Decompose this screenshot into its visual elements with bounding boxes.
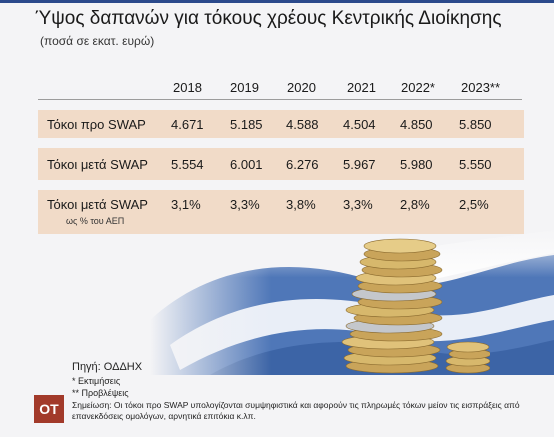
row-label: Τόκοι μετά SWAP — [47, 197, 148, 212]
row-label: Τόκοι μετά SWAP — [47, 157, 148, 172]
ot-logo: ΟΤ — [34, 395, 64, 423]
row-label: Τόκοι προ SWAP — [47, 117, 146, 132]
logo-text: ΟΤ — [39, 401, 59, 417]
table-cell: 3,8% — [286, 197, 316, 212]
table-cell: 5.554 — [171, 157, 204, 172]
page-subtitle: (ποσά σε εκατ. ευρώ) — [40, 34, 155, 48]
table-cell: 5.185 — [230, 117, 263, 132]
table-cell: 6.001 — [230, 157, 263, 172]
table-cell: 5.967 — [343, 157, 376, 172]
table-cell: 5.550 — [459, 157, 492, 172]
table-cell: 5.850 — [459, 117, 492, 132]
table-row-band — [38, 190, 524, 234]
column-header: 2022* — [401, 80, 435, 95]
row-label-note: ως % του ΑΕΠ — [66, 216, 125, 226]
table-cell: 3,3% — [230, 197, 260, 212]
table-cell: 2,8% — [400, 197, 430, 212]
coin-stacks-image — [341, 238, 490, 374]
table-cell: 5.980 — [400, 157, 433, 172]
source-text: Πηγή: ΟΔΔΗΧ — [72, 361, 143, 373]
column-header: 2018 — [173, 80, 202, 95]
table-row-band — [38, 110, 524, 138]
footnote-forecasts: ** Προβλέψεις — [72, 388, 129, 398]
table-cell: 4.504 — [343, 117, 376, 132]
column-header: 2019 — [230, 80, 259, 95]
table-cell: 4.671 — [171, 117, 204, 132]
column-header: 2023** — [461, 80, 501, 95]
table-cell: 4.588 — [286, 117, 319, 132]
page-title: Ύψος δαπανών για τόκους χρέους Κεντρικής… — [35, 8, 502, 29]
table-cell: 2,5% — [459, 197, 489, 212]
table-row-band — [38, 148, 524, 180]
column-header: 2020 — [287, 80, 316, 95]
table-cell: 3,1% — [171, 197, 201, 212]
table-cell: 3,3% — [343, 197, 373, 212]
footnote-note: Σημείωση: Οι τόκοι προ SWAP υπολογίζοντα… — [72, 400, 520, 421]
column-header: 2021 — [347, 80, 376, 95]
header-divider — [38, 99, 522, 100]
footnote-estimates: * Εκτιμήσεις — [72, 376, 121, 386]
table-cell: 4.850 — [400, 117, 433, 132]
top-accent-bar — [0, 0, 554, 3]
table-cell: 6.276 — [286, 157, 319, 172]
